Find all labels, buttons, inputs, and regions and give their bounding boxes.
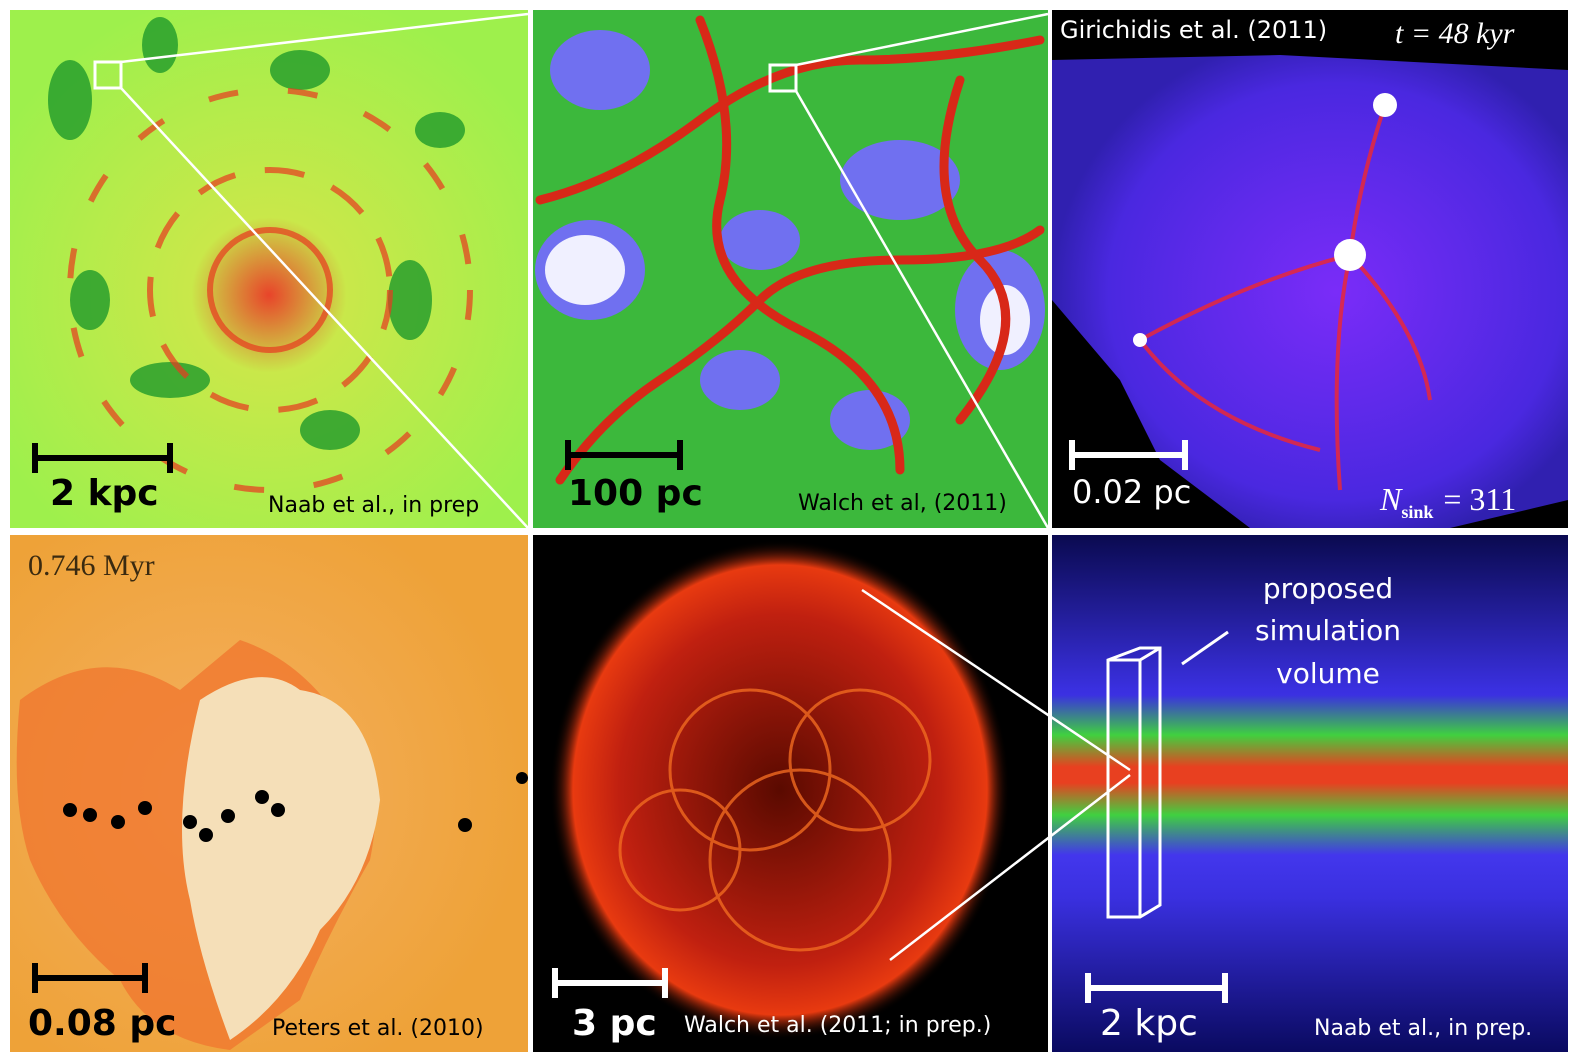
credit: Peters et al. (2010) xyxy=(272,1016,484,1041)
sink-symbol: N xyxy=(1379,481,1403,517)
annotation: proposed xyxy=(1263,572,1393,605)
sink-value: = 311 xyxy=(1443,481,1516,517)
heading: Girichidis et al. (2011) xyxy=(1060,16,1327,44)
sink-count: Nsink = 311 xyxy=(1379,481,1516,522)
annotation: volume xyxy=(1276,657,1380,690)
credit: Walch et al, (2011) xyxy=(798,491,1007,516)
panel-cluster: Girichidis et al. (2011) t = 48 kyr 0.02… xyxy=(1052,10,1568,528)
scale-label: 2 kpc xyxy=(50,473,159,514)
panel-hii-region: 0.746 Myr 0.08 pc Peters et al. (2010) xyxy=(10,535,528,1052)
scale-label: 0.08 pc xyxy=(28,1003,176,1044)
time: t = 48 kyr xyxy=(1395,17,1515,50)
time: 0.746 Myr xyxy=(28,549,155,582)
scale-label: 0.02 pc xyxy=(1072,473,1191,511)
panel-ism: 100 pc Walch et al, (2011) xyxy=(533,10,1048,528)
scale-label: 100 pc xyxy=(568,473,703,514)
scale-label: 2 kpc xyxy=(1100,1003,1198,1044)
panel-disk-edge-on: proposed simulation volume 2 kpc Naab et… xyxy=(1052,535,1568,1052)
scale-label: 3 pc xyxy=(572,1003,657,1044)
annotation: simulation xyxy=(1255,614,1401,647)
panel-galaxy-face-on: 2 kpc Naab et al., in prep xyxy=(10,10,528,528)
sink-subscript: sink xyxy=(1401,502,1433,522)
figure: 2 kpc Naab et al., in prep 100 pc Walch … xyxy=(0,0,1576,1057)
panel-bubble: 3 pc Walch et al. (2011; in prep.) xyxy=(533,535,1048,1052)
credit: Naab et al., in prep. xyxy=(1314,1016,1532,1041)
credit: Walch et al. (2011; in prep.) xyxy=(684,1013,991,1038)
credit: Naab et al., in prep xyxy=(268,493,479,518)
